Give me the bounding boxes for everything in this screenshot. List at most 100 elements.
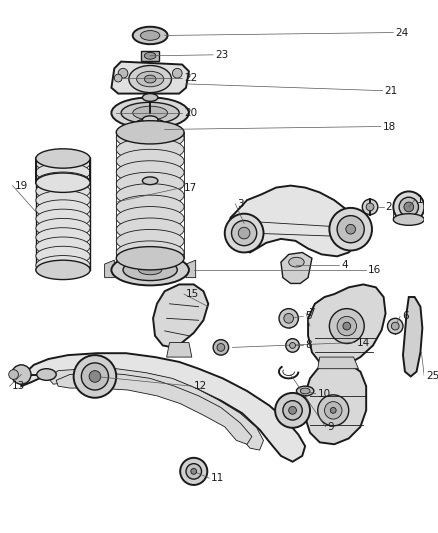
Ellipse shape bbox=[133, 27, 168, 44]
Ellipse shape bbox=[36, 191, 90, 210]
Ellipse shape bbox=[36, 154, 90, 173]
Ellipse shape bbox=[123, 259, 177, 280]
Circle shape bbox=[12, 365, 31, 384]
Polygon shape bbox=[318, 357, 358, 369]
Ellipse shape bbox=[133, 119, 168, 134]
Circle shape bbox=[118, 68, 128, 78]
Circle shape bbox=[89, 370, 101, 382]
Ellipse shape bbox=[116, 138, 184, 161]
Ellipse shape bbox=[36, 173, 90, 192]
Polygon shape bbox=[229, 185, 360, 256]
Circle shape bbox=[289, 407, 297, 414]
Circle shape bbox=[362, 199, 378, 215]
Circle shape bbox=[238, 227, 250, 239]
Circle shape bbox=[74, 355, 116, 398]
Ellipse shape bbox=[36, 246, 90, 265]
Circle shape bbox=[392, 322, 399, 330]
Polygon shape bbox=[186, 260, 196, 278]
Circle shape bbox=[290, 343, 296, 349]
Circle shape bbox=[318, 395, 349, 426]
Circle shape bbox=[337, 317, 357, 336]
Polygon shape bbox=[111, 62, 189, 94]
Text: 12: 12 bbox=[194, 381, 207, 391]
Text: 22: 22 bbox=[184, 73, 197, 83]
Ellipse shape bbox=[138, 265, 162, 274]
Circle shape bbox=[180, 458, 207, 485]
Circle shape bbox=[329, 208, 372, 251]
Text: 14: 14 bbox=[357, 337, 370, 348]
Polygon shape bbox=[49, 369, 264, 450]
Ellipse shape bbox=[36, 149, 90, 168]
Text: 13: 13 bbox=[12, 381, 25, 391]
Ellipse shape bbox=[116, 230, 184, 253]
Ellipse shape bbox=[37, 369, 56, 381]
Ellipse shape bbox=[129, 66, 171, 93]
Ellipse shape bbox=[137, 71, 164, 87]
Ellipse shape bbox=[116, 241, 184, 264]
Ellipse shape bbox=[116, 218, 184, 241]
Ellipse shape bbox=[297, 386, 314, 396]
Circle shape bbox=[325, 402, 342, 419]
Circle shape bbox=[404, 202, 413, 212]
Ellipse shape bbox=[36, 237, 90, 256]
Ellipse shape bbox=[36, 172, 90, 191]
Circle shape bbox=[346, 224, 356, 234]
Circle shape bbox=[286, 338, 299, 352]
Ellipse shape bbox=[142, 116, 158, 124]
Ellipse shape bbox=[133, 106, 168, 120]
Ellipse shape bbox=[145, 52, 156, 59]
Ellipse shape bbox=[116, 172, 184, 196]
Ellipse shape bbox=[300, 388, 310, 394]
Text: 16: 16 bbox=[368, 265, 381, 275]
Ellipse shape bbox=[142, 94, 158, 101]
Text: 3: 3 bbox=[237, 199, 244, 209]
Text: 2: 2 bbox=[385, 202, 392, 212]
Polygon shape bbox=[21, 353, 305, 462]
Ellipse shape bbox=[142, 177, 158, 184]
Ellipse shape bbox=[111, 98, 189, 128]
Polygon shape bbox=[308, 285, 385, 369]
Text: 9: 9 bbox=[328, 422, 334, 432]
Ellipse shape bbox=[116, 149, 184, 173]
Text: 17: 17 bbox=[184, 182, 197, 192]
Text: 4: 4 bbox=[341, 260, 348, 270]
Circle shape bbox=[173, 68, 182, 78]
Circle shape bbox=[81, 363, 109, 390]
Circle shape bbox=[191, 469, 197, 474]
Circle shape bbox=[275, 393, 310, 428]
Ellipse shape bbox=[141, 30, 160, 41]
Circle shape bbox=[186, 464, 201, 479]
Text: 15: 15 bbox=[186, 289, 199, 299]
Ellipse shape bbox=[36, 219, 90, 238]
Ellipse shape bbox=[145, 75, 156, 83]
Ellipse shape bbox=[393, 214, 424, 225]
Text: 7: 7 bbox=[308, 309, 314, 319]
Circle shape bbox=[393, 191, 424, 222]
Circle shape bbox=[329, 309, 364, 343]
Circle shape bbox=[343, 322, 351, 330]
Ellipse shape bbox=[36, 163, 90, 182]
Polygon shape bbox=[141, 51, 159, 61]
Text: 24: 24 bbox=[395, 28, 409, 37]
Polygon shape bbox=[305, 365, 366, 445]
Text: 5: 5 bbox=[305, 311, 312, 321]
Circle shape bbox=[337, 216, 364, 243]
Text: 19: 19 bbox=[14, 181, 28, 191]
Text: 23: 23 bbox=[215, 50, 228, 60]
Circle shape bbox=[366, 203, 374, 211]
Circle shape bbox=[9, 370, 18, 379]
Circle shape bbox=[388, 318, 403, 334]
Polygon shape bbox=[281, 253, 312, 284]
Circle shape bbox=[330, 407, 336, 413]
Ellipse shape bbox=[36, 255, 90, 275]
Text: 10: 10 bbox=[318, 389, 331, 399]
Text: 11: 11 bbox=[211, 473, 224, 483]
Ellipse shape bbox=[36, 260, 90, 280]
Circle shape bbox=[399, 197, 418, 216]
Text: 21: 21 bbox=[385, 86, 398, 96]
Ellipse shape bbox=[111, 254, 189, 285]
Polygon shape bbox=[105, 260, 114, 278]
Text: 8: 8 bbox=[305, 341, 312, 351]
Ellipse shape bbox=[289, 257, 304, 267]
Text: 1: 1 bbox=[417, 195, 423, 205]
